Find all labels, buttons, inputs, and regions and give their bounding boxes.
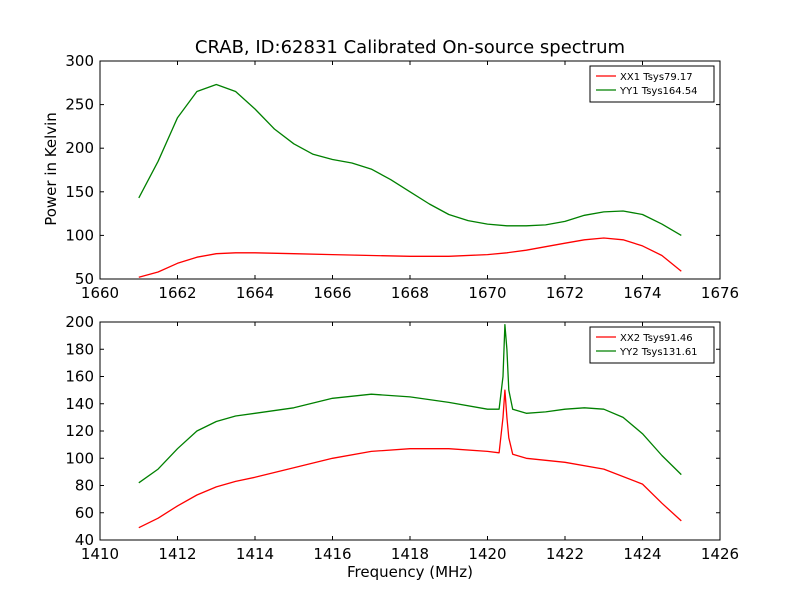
bottom-panel: 1410 1412 1414 1416 1418 1420 1422 1424 1426 40 60… [65,313,739,563]
x-tick-label: 1412 [158,545,196,563]
y-tick-label: 300 [65,52,94,70]
y-tick-label: 140 [65,395,94,413]
x-tick-label: 1422 [546,545,584,563]
y-tick-label: 120 [65,422,94,440]
y-tick-label: 250 [65,96,94,114]
x-tick-label: 1420 [468,545,506,563]
series-line-1 [138,237,682,278]
legend-label: XX2 Tsys91.46 [620,333,693,344]
x-tick-label: 1670 [468,284,506,302]
y-tick-label: 160 [65,368,94,386]
x-axis-title: Frequency (MHz) [347,563,473,581]
x-tick-label: 1424 [623,545,661,563]
y-tick-label: 180 [65,340,94,358]
x-tick-label: 1414 [236,545,274,563]
legend-label: YY2 Tsys131.61 [619,347,698,358]
legend-label: YY1 Tsys164.54 [619,86,698,97]
series-line-2 [138,324,682,484]
x-tick-label: 1418 [391,545,429,563]
x-tick-label: 1426 [701,545,739,563]
x-tick-label: 1416 [313,545,351,563]
series-line-1 [138,389,682,529]
legend-box [589,65,715,103]
y-tick-label: 40 [75,531,94,549]
y-tick-label: 200 [65,139,94,157]
x-tick-label: 1662 [158,284,196,302]
x-tick-label: 1666 [313,284,351,302]
y-tick-label: 200 [65,313,94,331]
y-tick-label: 100 [65,226,94,244]
x-tick-label: 1674 [623,284,661,302]
y-tick-label: 80 [75,477,94,495]
chart-title: CRAB, ID:62831 Calibrated On-source spec… [195,37,625,58]
x-tick-label: 1672 [546,284,584,302]
legend: XX2 Tsys91.46 YY2 Tsys131.61 [589,326,715,364]
legend-label: XX1 Tsys79.17 [620,72,693,83]
y-tick-label: 150 [65,183,94,201]
top-panel: 1660 1662 1664 1666 1668 1670 1672 1674 1676 50 10… [65,52,739,302]
series-line-2 [138,83,682,236]
y-tick-label: 100 [65,449,94,467]
y-axis-title: Power in Kelvin [42,112,60,226]
legend: XX1 Tsys79.17 YY1 Tsys164.54 [589,65,715,103]
x-tick-label: 1664 [236,284,274,302]
x-tick-label: 1676 [701,284,739,302]
legend-box [589,326,715,364]
y-tick-label: 50 [75,270,94,288]
y-tick-label: 60 [75,504,94,522]
x-tick-label: 1410 [81,545,119,563]
x-tick-label: 1660 [81,284,119,302]
x-tick-label: 1668 [391,284,429,302]
